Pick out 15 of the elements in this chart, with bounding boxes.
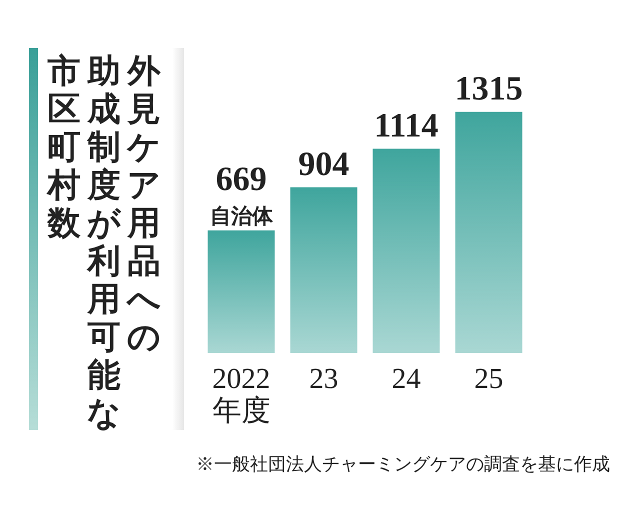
chart-title: 外見ケア用品への助成制度が利用可能な市区町村数	[48, 51, 161, 432]
x-tick-label: 24	[392, 363, 422, 395]
bar	[372, 148, 440, 353]
text: ※一般社団法人チャーミングケアの調査を基に作成	[196, 453, 611, 476]
bar	[208, 230, 275, 353]
data-label: 1315	[454, 70, 523, 108]
x-tick-label: 23	[309, 363, 338, 395]
data-label: 669	[216, 160, 267, 198]
bar	[290, 187, 358, 353]
data-label: 904	[298, 146, 350, 183]
bar	[455, 112, 522, 353]
annotation: 自治体	[210, 204, 274, 228]
x-tick-label: 25	[474, 363, 504, 395]
x-tick-label: 2022 年度	[212, 363, 270, 427]
data-label: 1114	[374, 107, 438, 144]
